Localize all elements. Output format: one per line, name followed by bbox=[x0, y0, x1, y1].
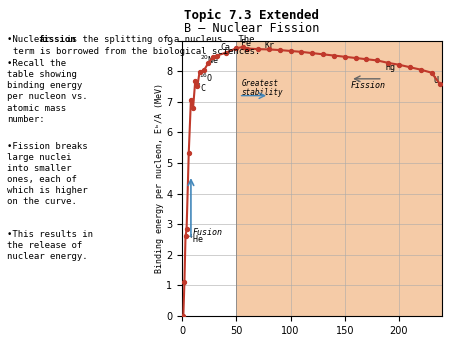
Text: Hg: Hg bbox=[386, 63, 396, 72]
Point bbox=[374, 58, 381, 63]
Text: $^{12}$C: $^{12}$C bbox=[193, 81, 207, 94]
Text: stability: stability bbox=[242, 88, 284, 97]
Point bbox=[428, 70, 435, 75]
Text: Fusion: Fusion bbox=[193, 228, 223, 237]
Text: Ca: Ca bbox=[220, 43, 230, 52]
Point bbox=[330, 53, 338, 58]
Text: •Fission breaks
large nuclei
into smaller
ones, each of
which is higher
on the c: •Fission breaks large nuclei into smalle… bbox=[7, 142, 87, 207]
Text: Fission: Fission bbox=[350, 81, 385, 90]
Point bbox=[222, 50, 229, 55]
Point bbox=[192, 78, 199, 84]
Point bbox=[180, 313, 187, 319]
Point bbox=[287, 48, 294, 54]
Point bbox=[385, 60, 392, 66]
Point bbox=[196, 69, 203, 74]
Text: Kr: Kr bbox=[265, 41, 274, 50]
Text: •This results in
the release of
nuclear energy.: •This results in the release of nuclear … bbox=[7, 230, 93, 261]
Point bbox=[183, 227, 190, 232]
Point bbox=[396, 62, 403, 68]
Text: B – Nuclear Fission: B – Nuclear Fission bbox=[184, 22, 320, 35]
Text: term is borrowed from the biological sciences.: term is borrowed from the biological sci… bbox=[13, 47, 260, 56]
Point bbox=[276, 47, 284, 53]
Point bbox=[298, 49, 305, 55]
Point bbox=[309, 50, 316, 56]
Point bbox=[213, 53, 220, 58]
Point bbox=[239, 44, 247, 50]
Y-axis label: Binding energy per nucleon, Eᵇ/A (MeV): Binding energy per nucleon, Eᵇ/A (MeV) bbox=[154, 83, 163, 273]
Text: Topic 7.3 Extended: Topic 7.3 Extended bbox=[184, 8, 320, 22]
Point bbox=[209, 55, 216, 60]
Point bbox=[182, 234, 189, 239]
Text: U: U bbox=[434, 76, 439, 85]
Point bbox=[436, 81, 444, 87]
Text: $^{4}$He: $^{4}$He bbox=[188, 232, 203, 245]
Point bbox=[417, 67, 424, 72]
Point bbox=[233, 46, 240, 51]
Text: fission: fission bbox=[38, 35, 76, 45]
Point bbox=[194, 83, 201, 89]
Point bbox=[181, 280, 188, 285]
Bar bbox=[236, 41, 442, 316]
Point bbox=[255, 46, 262, 52]
Text: $^{16}$O: $^{16}$O bbox=[198, 71, 213, 84]
Text: is the splitting of a nucleus.  The: is the splitting of a nucleus. The bbox=[61, 35, 254, 45]
Text: Fe: Fe bbox=[241, 39, 251, 48]
Text: $^{20}$Ne: $^{20}$Ne bbox=[200, 54, 219, 67]
Point bbox=[185, 150, 192, 155]
Point bbox=[352, 55, 359, 61]
Point bbox=[189, 105, 197, 110]
Point bbox=[205, 61, 212, 66]
Point bbox=[341, 54, 348, 59]
Bar bbox=[182, 41, 236, 316]
Text: Greatest: Greatest bbox=[242, 79, 279, 88]
Point bbox=[200, 68, 207, 73]
Text: •Nuclear: •Nuclear bbox=[7, 35, 55, 45]
Point bbox=[244, 46, 251, 51]
Point bbox=[406, 65, 414, 70]
Point bbox=[320, 52, 327, 57]
Text: •Recall the
table showing
binding energy
per nucleon vs.
atomic mass
number:: •Recall the table showing binding energy… bbox=[7, 59, 87, 124]
Point bbox=[363, 56, 370, 62]
Point bbox=[187, 97, 194, 102]
Point bbox=[266, 47, 273, 52]
